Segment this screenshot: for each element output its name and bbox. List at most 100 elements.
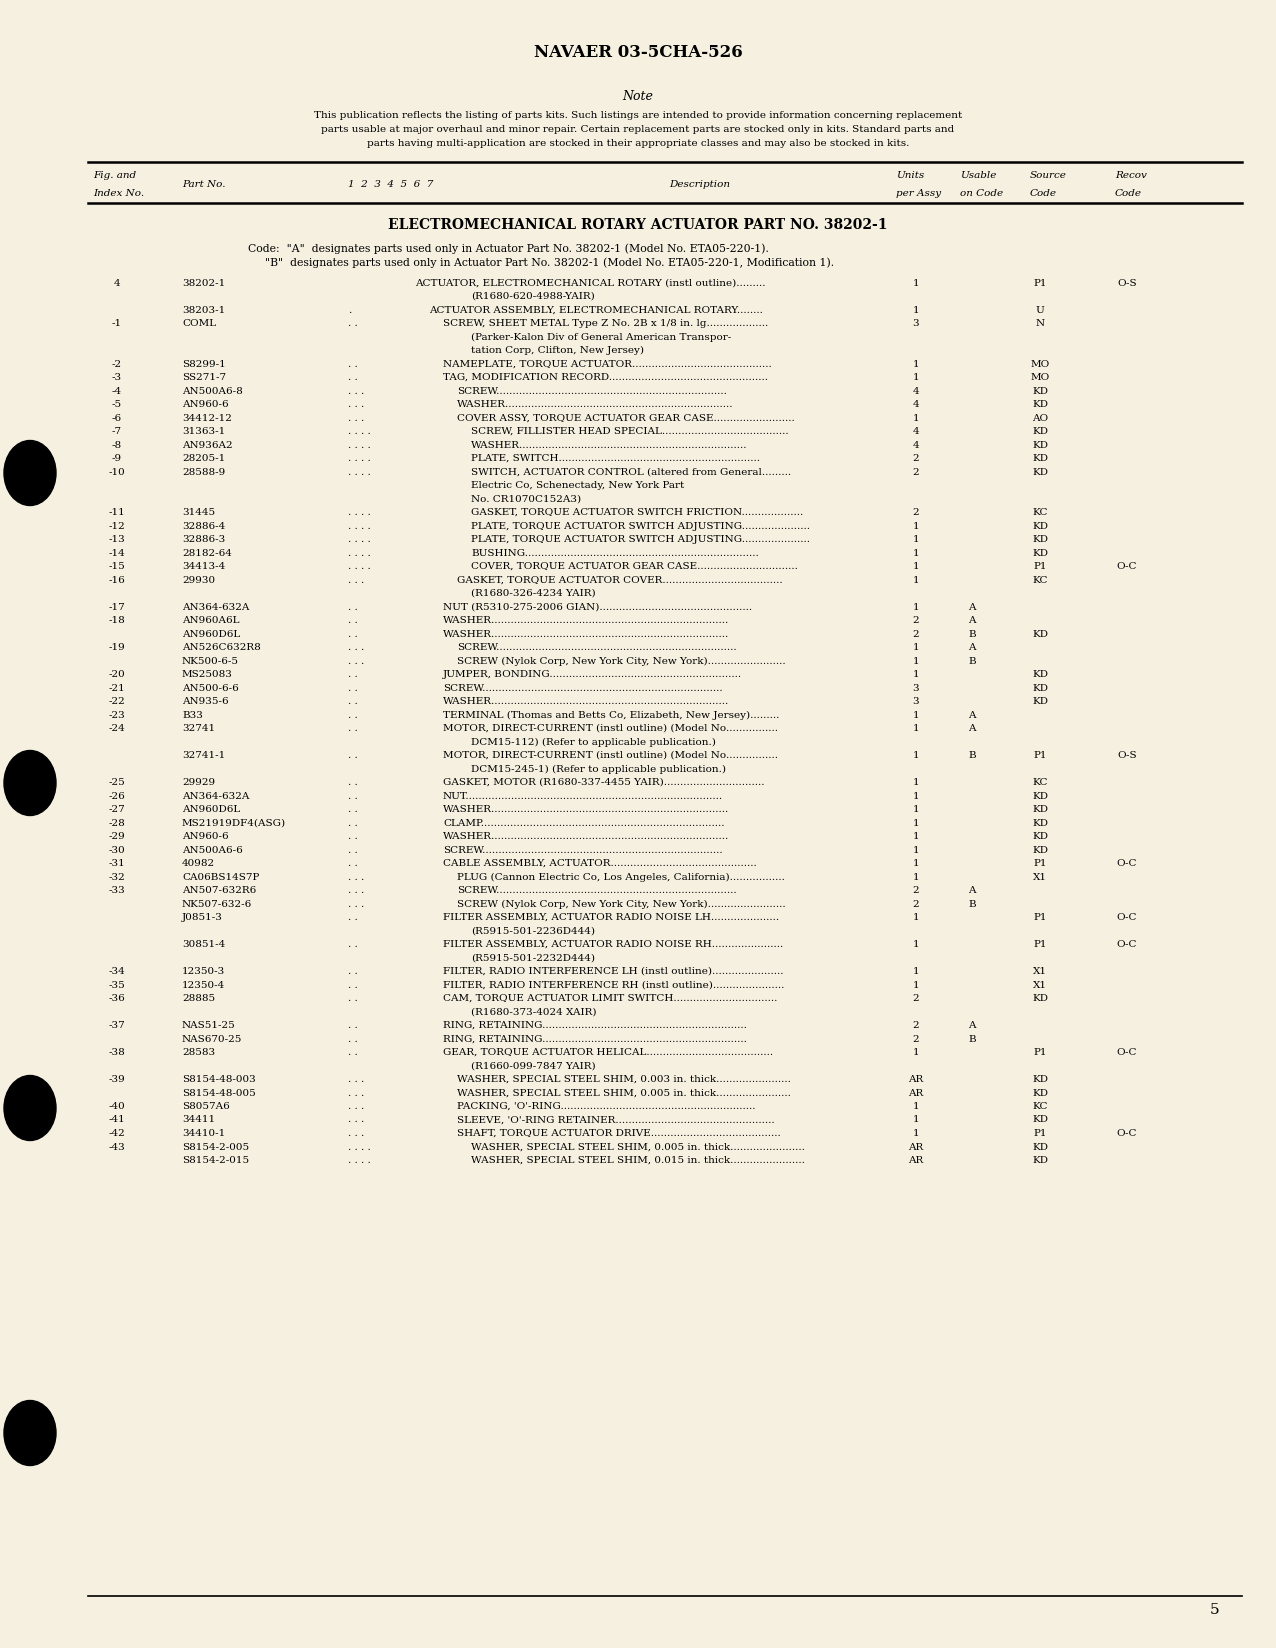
- Text: 40982: 40982: [182, 859, 216, 868]
- Text: CABLE ASSEMBLY, ACTUATOR.............................................: CABLE ASSEMBLY, ACTUATOR................…: [443, 859, 757, 868]
- Text: (R1660-099-7847 YAIR): (R1660-099-7847 YAIR): [471, 1061, 596, 1071]
- Text: 28182-64: 28182-64: [182, 549, 232, 557]
- Text: -24: -24: [108, 723, 125, 733]
- Text: 28583: 28583: [182, 1048, 216, 1056]
- Text: 28205-1: 28205-1: [182, 453, 226, 463]
- Text: (R1680-373-4024 XAIR): (R1680-373-4024 XAIR): [471, 1007, 596, 1017]
- Text: Electric Co, Schenectady, New York Part: Electric Co, Schenectady, New York Part: [471, 481, 684, 489]
- Text: 1: 1: [912, 603, 919, 611]
- Text: SCREW.......................................................................: SCREW...................................…: [457, 387, 727, 396]
- Text: -33: -33: [108, 887, 125, 895]
- Text: Source: Source: [1030, 170, 1067, 180]
- Text: . . . .: . . . .: [348, 468, 371, 476]
- Text: 12350-4: 12350-4: [182, 981, 226, 989]
- Text: . .: . .: [348, 710, 357, 720]
- Text: 3: 3: [912, 697, 919, 705]
- Text: . . . .: . . . .: [348, 1155, 371, 1165]
- Text: 2: 2: [912, 508, 919, 517]
- Text: A: A: [968, 887, 976, 895]
- Text: AN526C632R8: AN526C632R8: [182, 643, 260, 653]
- Text: -21: -21: [108, 684, 125, 692]
- Text: -23: -23: [108, 710, 125, 720]
- Text: TAG, MODIFICATION RECORD.................................................: TAG, MODIFICATION RECORD................…: [443, 372, 768, 382]
- Text: -11: -11: [108, 508, 125, 517]
- Text: 1: 1: [912, 372, 919, 382]
- Text: AN960D6L: AN960D6L: [182, 804, 240, 814]
- Text: . .: . .: [348, 684, 357, 692]
- Text: GASKET, TORQUE ACTUATOR COVER.....................................: GASKET, TORQUE ACTUATOR COVER...........…: [457, 575, 782, 585]
- Text: WASHER, SPECIAL STEEL SHIM, 0.003 in. thick.......................: WASHER, SPECIAL STEEL SHIM, 0.003 in. th…: [457, 1074, 791, 1084]
- Text: -17: -17: [108, 603, 125, 611]
- Text: PLATE, TORQUE ACTUATOR SWITCH ADJUSTING.....................: PLATE, TORQUE ACTUATOR SWITCH ADJUSTING.…: [471, 521, 810, 531]
- Text: AR: AR: [909, 1088, 924, 1098]
- Text: . .: . .: [348, 359, 357, 369]
- Text: SCREW (Nylok Corp, New York City, New York)........................: SCREW (Nylok Corp, New York City, New Yo…: [457, 900, 786, 908]
- Text: 29929: 29929: [182, 778, 216, 788]
- Text: . .: . .: [348, 603, 357, 611]
- Text: S8057A6: S8057A6: [182, 1103, 230, 1111]
- Text: O-C: O-C: [1116, 859, 1137, 868]
- Text: 2: 2: [912, 994, 919, 1004]
- Text: GEAR, TORQUE ACTUATOR HELICAL.......................................: GEAR, TORQUE ACTUATOR HELICAL...........…: [443, 1048, 773, 1056]
- Text: GASKET, TORQUE ACTUATOR SWITCH FRICTION...................: GASKET, TORQUE ACTUATOR SWITCH FRICTION.…: [471, 508, 804, 517]
- Text: B33: B33: [182, 710, 203, 720]
- Text: 1: 1: [912, 1103, 919, 1111]
- Text: tation Corp, Clifton, New Jersey): tation Corp, Clifton, New Jersey): [471, 346, 644, 354]
- Text: O-S: O-S: [1118, 751, 1137, 760]
- Text: KD: KD: [1032, 1116, 1048, 1124]
- Text: KD: KD: [1032, 1088, 1048, 1098]
- Text: KD: KD: [1032, 684, 1048, 692]
- Text: KD: KD: [1032, 819, 1048, 827]
- Text: . . .: . . .: [348, 656, 364, 666]
- Text: AN935-6: AN935-6: [182, 697, 228, 705]
- Text: 1: 1: [912, 305, 919, 315]
- Text: -8: -8: [112, 440, 122, 450]
- Text: . . . .: . . . .: [348, 536, 371, 544]
- Text: MO: MO: [1031, 372, 1050, 382]
- Text: . . .: . . .: [348, 387, 364, 396]
- Text: WASHER.........................................................................: WASHER..................................…: [443, 616, 730, 625]
- Text: DCM15-112) (Refer to applicable publication.): DCM15-112) (Refer to applicable publicat…: [471, 737, 716, 747]
- Text: -39: -39: [108, 1074, 125, 1084]
- Text: -40: -40: [108, 1103, 125, 1111]
- Text: KD: KD: [1032, 1142, 1048, 1152]
- Text: 12350-3: 12350-3: [182, 967, 226, 976]
- Text: -15: -15: [108, 562, 125, 570]
- Text: . . .: . . .: [348, 643, 364, 653]
- Text: -25: -25: [108, 778, 125, 788]
- Text: P1: P1: [1034, 859, 1046, 868]
- Text: U: U: [1036, 305, 1044, 315]
- Text: SCREW..........................................................................: SCREW...................................…: [443, 684, 722, 692]
- Text: Part No.: Part No.: [182, 180, 226, 188]
- Text: S8154-48-005: S8154-48-005: [182, 1088, 255, 1098]
- Text: (R5915-501-2232D444): (R5915-501-2232D444): [471, 954, 595, 962]
- Text: Recov: Recov: [1115, 170, 1147, 180]
- Text: SCREW..........................................................................: SCREW...................................…: [457, 643, 736, 653]
- Text: . . .: . . .: [348, 900, 364, 908]
- Text: MS25083: MS25083: [182, 671, 234, 679]
- Text: WASHER.........................................................................: WASHER..................................…: [443, 832, 730, 840]
- Text: -19: -19: [108, 643, 125, 653]
- Text: -2: -2: [112, 359, 122, 369]
- Text: 1: 1: [912, 1129, 919, 1139]
- Text: . . .: . . .: [348, 1103, 364, 1111]
- Text: PLUG (Cannon Electric Co, Los Angeles, California).................: PLUG (Cannon Electric Co, Los Angeles, C…: [457, 872, 785, 882]
- Text: AN364-632A: AN364-632A: [182, 603, 249, 611]
- Text: 4: 4: [912, 400, 919, 409]
- Text: Units: Units: [896, 170, 924, 180]
- Ellipse shape: [4, 440, 56, 506]
- Text: 1: 1: [912, 939, 919, 949]
- Text: AR: AR: [909, 1074, 924, 1084]
- Text: P1: P1: [1034, 939, 1046, 949]
- Text: WASHER.........................................................................: WASHER..................................…: [443, 630, 730, 638]
- Text: S8299-1: S8299-1: [182, 359, 226, 369]
- Text: WASHER.........................................................................: WASHER..................................…: [443, 804, 730, 814]
- Text: 1: 1: [912, 643, 919, 653]
- Text: A: A: [968, 723, 976, 733]
- Text: . .: . .: [348, 1022, 357, 1030]
- Text: -12: -12: [108, 521, 125, 531]
- Text: PACKING, 'O'-RING............................................................: PACKING, 'O'-RING.......................…: [457, 1103, 755, 1111]
- Text: 1: 1: [912, 710, 919, 720]
- Text: (Parker-Kalon Div of General American Transpor-: (Parker-Kalon Div of General American Tr…: [471, 333, 731, 341]
- Text: NUT.............................................................................: NUT.....................................…: [443, 791, 723, 801]
